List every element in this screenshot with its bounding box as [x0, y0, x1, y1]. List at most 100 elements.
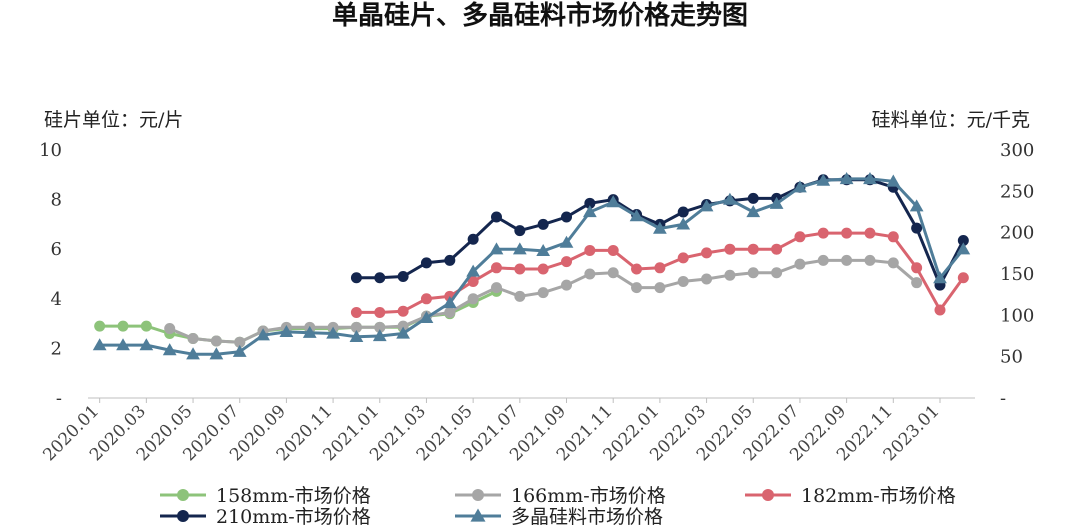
legend-item: 多晶硅料市场价格	[455, 506, 663, 528]
legend-label: 182mm-市场价格	[801, 485, 956, 507]
series-point	[442, 296, 457, 309]
series-point	[139, 338, 154, 351]
series-point	[490, 211, 502, 223]
series-point	[537, 287, 549, 299]
series-point	[140, 320, 152, 332]
series-point	[164, 323, 176, 335]
series-point	[864, 227, 876, 239]
series-group	[350, 227, 969, 318]
series-point	[467, 233, 479, 245]
series-point	[606, 195, 621, 208]
y-left-tick-label: 10	[39, 140, 62, 161]
series-point	[769, 196, 784, 209]
series-point	[444, 306, 456, 318]
series-point	[746, 205, 761, 218]
y-right-tick-label: 150	[1000, 264, 1034, 285]
y-right-tick-label: 250	[1000, 181, 1034, 202]
series-point	[561, 279, 573, 291]
axes: -246810-501001502002503002020.012020.032…	[39, 140, 1034, 465]
series-point	[444, 254, 456, 266]
legend-label: 210mm-市场价格	[216, 506, 371, 528]
series-point	[514, 290, 526, 302]
series-point	[677, 252, 689, 264]
series-point	[933, 271, 947, 284]
series-point	[629, 209, 644, 222]
series-point	[654, 282, 666, 294]
series-point	[396, 326, 410, 339]
series-point	[490, 282, 502, 294]
series-point	[957, 272, 969, 284]
series-line	[99, 177, 965, 356]
series-point	[886, 174, 901, 187]
series-point	[676, 217, 691, 230]
y-left-tick-label: -	[56, 388, 62, 409]
legend-label: 158mm-市场价格	[216, 485, 371, 507]
series-point	[537, 218, 549, 230]
series-point	[350, 306, 362, 318]
series-point	[92, 338, 107, 351]
series-group	[164, 254, 923, 348]
legend-label: 166mm-市场价格	[511, 485, 666, 507]
series-point	[234, 336, 246, 348]
series-point	[607, 267, 619, 279]
series-point	[817, 254, 829, 266]
legend-item: 166mm-市场价格	[455, 485, 666, 507]
series-point	[349, 329, 364, 342]
series-point	[470, 508, 486, 522]
y-left-tick-label: 2	[51, 338, 62, 359]
series-point	[472, 489, 484, 501]
series-point	[956, 242, 971, 255]
series-point	[350, 321, 362, 333]
series-point	[607, 244, 619, 256]
series-point	[466, 264, 481, 277]
series-point	[631, 282, 643, 294]
y-left-tick-label: 4	[51, 289, 62, 310]
series-point	[584, 244, 596, 256]
y-right-tick-label: 100	[1000, 305, 1034, 326]
series-point	[94, 320, 106, 332]
series-point	[794, 258, 806, 270]
series-point	[653, 221, 667, 234]
series-point	[701, 273, 713, 285]
series-point	[723, 192, 737, 205]
series-point	[514, 225, 526, 237]
series-point	[279, 324, 294, 338]
series-point	[374, 306, 386, 318]
series-point	[209, 347, 224, 360]
y-right-tick-label: 50	[1000, 347, 1023, 368]
series-point	[747, 267, 759, 279]
series-point	[372, 329, 387, 342]
series-point	[467, 275, 479, 287]
series-point	[911, 262, 923, 274]
legend-item: 158mm-市场价格	[160, 485, 371, 507]
series-point	[794, 231, 806, 243]
series-point	[582, 205, 597, 218]
series-point	[397, 305, 409, 317]
series-point	[116, 338, 130, 351]
series-point	[489, 242, 504, 255]
series-point	[537, 263, 549, 275]
series-point	[677, 206, 689, 218]
series-point	[841, 227, 853, 239]
series-point	[326, 326, 340, 339]
series-point	[186, 347, 200, 360]
series-point	[816, 173, 831, 186]
series-layer	[92, 172, 971, 360]
series-point	[909, 199, 924, 212]
series-point	[699, 199, 714, 212]
series-point	[162, 343, 177, 356]
series-point	[839, 172, 854, 185]
legend-item: 210mm-市场价格	[160, 506, 371, 528]
series-point	[512, 242, 527, 255]
right-unit-label: 硅料单位：元/千克	[872, 109, 1030, 131]
series-group	[92, 172, 971, 360]
series-point	[177, 489, 189, 501]
series-point	[887, 231, 899, 243]
series-point	[771, 267, 783, 279]
chart-title: 单晶硅片、多晶硅料市场价格走势图	[332, 0, 748, 31]
series-point	[232, 344, 247, 357]
series-point	[817, 227, 829, 239]
series-point	[934, 304, 946, 316]
series-point	[957, 235, 969, 247]
series-point	[701, 247, 713, 259]
